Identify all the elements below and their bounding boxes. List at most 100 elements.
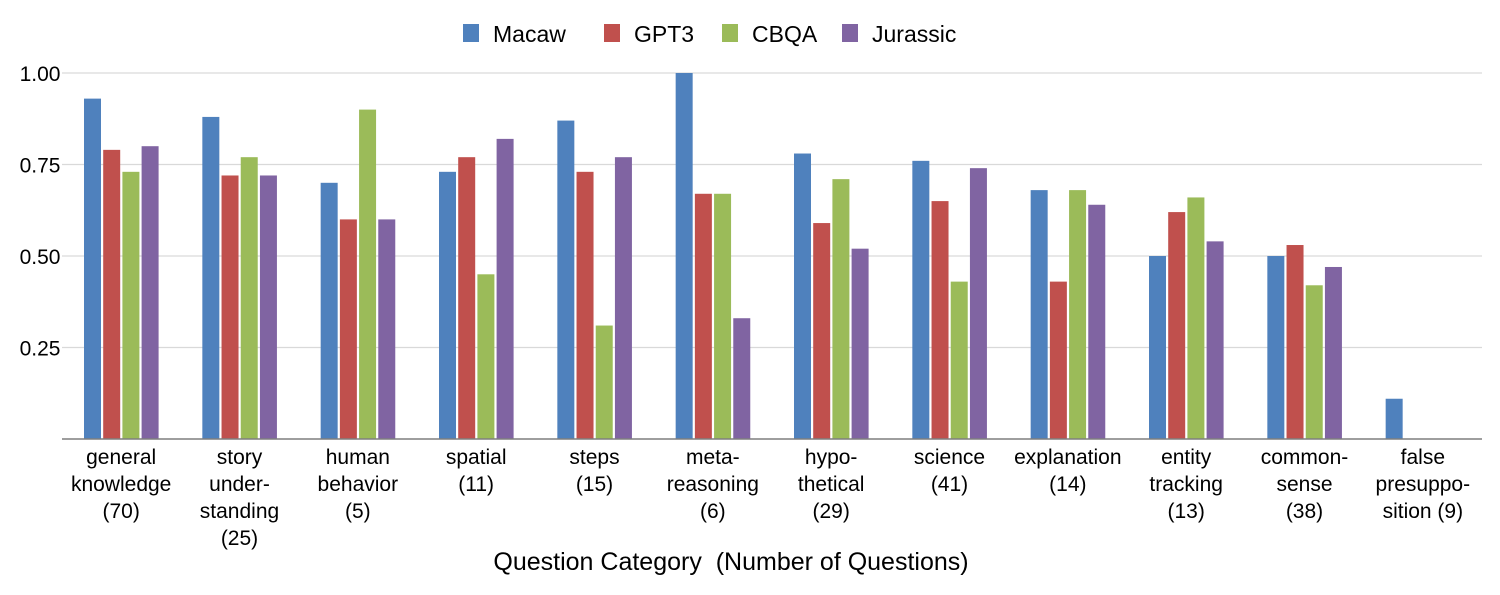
x-category-label: science (41) xyxy=(914,446,985,496)
bar-cbqa xyxy=(1305,285,1323,439)
x-category-label-line: (6) xyxy=(700,500,726,523)
legend-label: CBQA xyxy=(752,21,818,47)
bar-gpt3 xyxy=(931,201,949,439)
bar-cbqa xyxy=(477,274,495,439)
x-category-label-line: explanation xyxy=(1014,446,1121,469)
x-category-label: steps (15) xyxy=(569,446,619,496)
legend: Macaw GPT3 CBQA Jurassic xyxy=(463,21,956,47)
bar-group xyxy=(1030,190,1106,439)
bars xyxy=(84,73,1403,440)
legend-swatch xyxy=(463,24,479,42)
bar-cbqa xyxy=(122,171,140,439)
legend-swatch xyxy=(722,24,738,42)
x-category-label-line: reasoning xyxy=(667,473,759,496)
x-category-label-line: tracking xyxy=(1149,473,1223,496)
bar-jurassic xyxy=(378,219,396,439)
legend-label: Jurassic xyxy=(872,21,956,47)
bar-group xyxy=(202,116,277,440)
x-category-label-line: false xyxy=(1401,446,1445,469)
bar-macaw xyxy=(557,120,575,439)
legend-swatch xyxy=(604,24,620,42)
bar-jurassic xyxy=(141,146,159,439)
x-category-label-line: sense xyxy=(1276,473,1332,496)
bar-group xyxy=(794,153,869,439)
bar-gpt3 xyxy=(103,149,121,440)
bar-gpt3 xyxy=(221,175,239,440)
legend-swatch xyxy=(842,24,858,42)
y-tick-label: 0.25 xyxy=(20,338,61,361)
x-category-label: entity tracking (13) xyxy=(1149,446,1223,523)
x-category-label-line: standing xyxy=(200,500,279,523)
x-category-label-line: general xyxy=(86,446,156,469)
bar-macaw xyxy=(1385,398,1403,439)
bar-macaw xyxy=(912,160,930,439)
x-category-label-line: (41) xyxy=(931,473,968,496)
bar-jurassic xyxy=(1088,204,1106,439)
x-category-label-line: (15) xyxy=(576,473,613,496)
bar-cbqa xyxy=(1187,197,1205,439)
bar-cbqa xyxy=(240,157,258,439)
bar-group xyxy=(320,109,396,440)
bar-jurassic xyxy=(259,175,277,440)
bar-cbqa xyxy=(595,325,613,439)
x-category-label: hypo-thetical (29) xyxy=(798,446,865,523)
bar-cbqa xyxy=(832,179,850,439)
bar-group xyxy=(1385,398,1403,439)
bar-jurassic xyxy=(733,318,751,439)
bar-macaw xyxy=(1149,256,1166,439)
bar-cbqa xyxy=(359,109,377,439)
legend-item-cbqa: CBQA xyxy=(722,21,818,47)
y-tick-label: 1.00 xyxy=(20,63,61,86)
x-category-label: story under-standing (25) xyxy=(200,446,279,550)
bar-macaw xyxy=(439,171,456,439)
bar-gpt3 xyxy=(458,157,476,439)
x-category-label-line: steps xyxy=(569,446,619,469)
x-category-label: human behavior (5) xyxy=(318,446,399,523)
legend-label: GPT3 xyxy=(634,21,694,47)
bar-group xyxy=(557,120,632,439)
bar-gpt3 xyxy=(339,219,357,439)
legend-label: Macaw xyxy=(493,21,566,47)
x-category-label-line: behavior xyxy=(318,473,399,496)
x-category-label-line: (70) xyxy=(102,500,139,523)
bar-gpt3 xyxy=(1286,245,1304,439)
x-category-label-line: (13) xyxy=(1167,500,1204,523)
bar-gpt3 xyxy=(1168,212,1186,439)
x-category-label: general knowledge (70) xyxy=(71,446,171,523)
bar-cbqa xyxy=(1069,190,1087,439)
y-tick-label: 0.75 xyxy=(20,155,61,178)
legend-item-macaw: Macaw xyxy=(463,21,566,47)
y-axis-ticks: 0.25 0.50 0.75 1.00 xyxy=(20,63,61,361)
x-category-label-line: under- xyxy=(209,473,270,496)
x-category-label-line: (14) xyxy=(1049,473,1086,496)
bar-jurassic xyxy=(851,248,869,439)
x-category-label: meta-reasoning (6) xyxy=(667,446,759,523)
bar-gpt3 xyxy=(576,171,594,439)
x-category-label-line: science xyxy=(914,446,985,469)
x-category-label-line: thetical xyxy=(798,473,865,496)
x-category-label-line: meta- xyxy=(686,446,740,469)
x-category-label-line: (5) xyxy=(345,500,371,523)
x-axis-title: Question Category (Number of Questions) xyxy=(493,548,968,576)
x-category-label-line: story xyxy=(217,446,263,469)
gridlines xyxy=(62,72,1482,349)
bar-jurassic xyxy=(969,168,987,439)
x-category-label-line: human xyxy=(326,446,390,469)
x-category-label-line: (11) xyxy=(458,473,494,496)
bar-group xyxy=(1267,245,1342,439)
bar-jurassic xyxy=(614,157,632,439)
bar-macaw xyxy=(794,153,811,439)
bar-group xyxy=(84,98,159,440)
bar-macaw xyxy=(1030,190,1048,439)
x-category-label: false presuppo-sition (9) xyxy=(1376,446,1471,523)
bar-group xyxy=(675,73,751,439)
bar-macaw xyxy=(84,98,101,440)
bar-group xyxy=(439,138,514,439)
x-category-label-line: spatial xyxy=(446,446,507,469)
bar-gpt3 xyxy=(1049,281,1067,439)
bar-gpt3 xyxy=(813,223,831,439)
bar-jurassic xyxy=(1324,266,1342,439)
bar-macaw xyxy=(1267,256,1285,439)
x-category-label-line: knowledge xyxy=(71,473,171,496)
